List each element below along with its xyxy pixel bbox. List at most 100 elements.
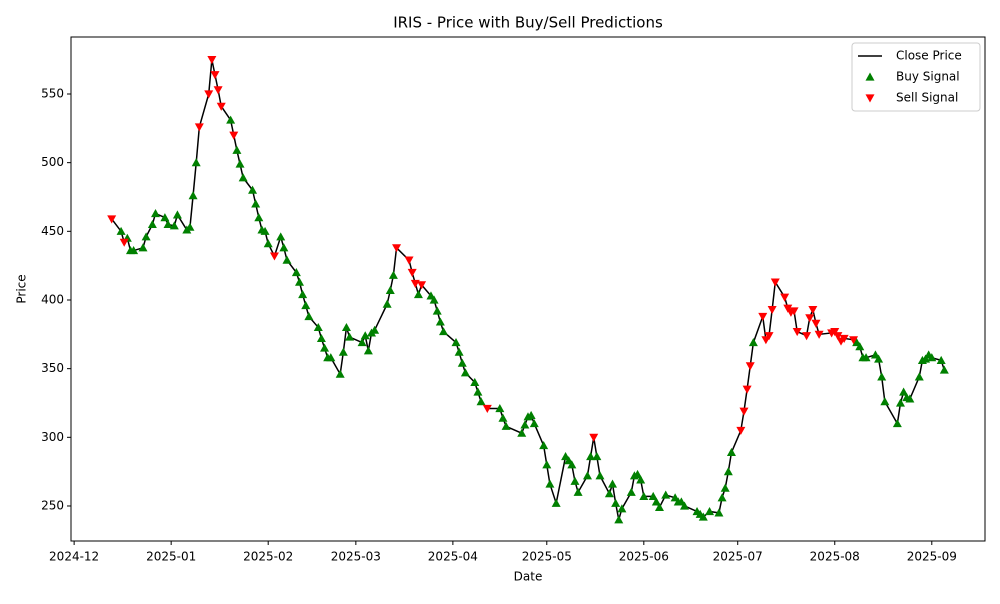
buy-marker	[877, 372, 887, 381]
sell-marker	[269, 252, 279, 261]
buy-marker	[470, 377, 480, 386]
sell-marker	[849, 336, 859, 345]
buy-marker	[617, 504, 627, 513]
buy-marker	[476, 397, 486, 406]
buy-marker	[151, 208, 161, 218]
sell-marker	[833, 332, 843, 341]
buy-marker	[608, 479, 618, 488]
y-tick-label: 350	[41, 361, 64, 375]
x-tick-label: 2025-03	[331, 550, 381, 564]
sell-marker	[119, 238, 129, 247]
buy-marker	[291, 268, 301, 277]
buy-marker	[116, 226, 126, 235]
buy-marker	[254, 213, 264, 222]
legend-label: Sell Signal	[896, 91, 958, 105]
sell-marker	[789, 307, 799, 316]
sell-marker	[194, 123, 204, 132]
buy-marker	[582, 471, 592, 480]
sell-marker	[805, 314, 815, 323]
x-tick-label: 2025-06	[619, 550, 669, 564]
buy-marker	[855, 342, 865, 351]
buy-marker	[529, 419, 539, 428]
buy-marker	[680, 501, 690, 510]
sell-marker	[811, 319, 821, 328]
x-tick-label: 2025-04	[428, 550, 478, 564]
buy-marker	[313, 322, 323, 332]
buy-marker	[238, 173, 248, 182]
buy-marker	[539, 441, 549, 450]
buy-marker	[636, 475, 646, 484]
buy-marker	[432, 306, 442, 315]
buy-marker	[899, 387, 909, 396]
buy-marker	[226, 115, 236, 124]
buy-marker	[473, 387, 483, 396]
buy-marker	[654, 502, 664, 511]
x-tick-label: 2025-02	[243, 550, 293, 564]
sell-marker	[808, 305, 818, 315]
buy-marker	[720, 483, 730, 492]
buy-marker	[251, 199, 261, 208]
buy-marker	[435, 317, 445, 326]
sell-marker	[417, 281, 427, 290]
buy-marker	[382, 299, 392, 308]
buy-marker	[861, 353, 871, 362]
buy-marker	[276, 232, 286, 241]
sell-marker	[839, 334, 849, 343]
buy-marker	[723, 467, 733, 476]
buy-marker	[874, 354, 884, 363]
buy-marker	[545, 479, 555, 488]
sell-marker	[589, 433, 599, 442]
sell-marker	[770, 278, 780, 287]
buy-marker	[363, 346, 373, 355]
buy-marker	[892, 419, 902, 428]
buy-marker	[320, 343, 330, 352]
buy-marker	[163, 219, 173, 229]
y-tick-label: 250	[41, 498, 64, 512]
buy-marker	[717, 493, 727, 502]
sell-marker	[802, 332, 812, 341]
plot-frame	[70, 36, 986, 542]
sell-marker	[792, 327, 802, 337]
buy-marker	[260, 226, 270, 235]
buy-marker	[147, 219, 157, 229]
sell-marker	[745, 362, 755, 371]
buy-marker	[936, 355, 946, 365]
buy-marker	[880, 397, 890, 406]
buy-marker	[191, 158, 201, 167]
buy-marker	[185, 222, 195, 231]
chart-title: IRIS - Price with Buy/Sell Predictions	[393, 14, 663, 32]
legend-box	[851, 42, 981, 112]
buy-marker	[438, 327, 448, 336]
buy-marker	[526, 410, 536, 419]
sell-marker	[213, 86, 223, 95]
buy-marker	[639, 491, 649, 500]
buy-marker	[388, 270, 398, 279]
buy-marker	[248, 185, 258, 194]
sell-marker	[404, 256, 414, 265]
buy-marker	[520, 420, 530, 429]
buy-marker	[905, 394, 915, 403]
y-tick-label: 550	[41, 86, 64, 100]
buy-marker	[517, 428, 527, 437]
sell-marker	[758, 312, 768, 321]
buy-marker	[460, 368, 470, 377]
buy-marker	[360, 331, 370, 340]
buy-marker	[651, 497, 661, 506]
buy-marker	[895, 398, 905, 407]
buy-marker	[542, 460, 552, 469]
buy-marker	[341, 322, 351, 332]
sell-marker	[107, 215, 117, 224]
buy-marker	[611, 498, 621, 507]
buy-marker	[714, 508, 724, 517]
buy-marker	[279, 243, 289, 252]
buy-marker	[567, 460, 577, 469]
legend-marker	[865, 72, 875, 81]
buy-marker	[138, 243, 148, 252]
buy-marker	[726, 447, 736, 457]
buy-marker	[316, 333, 326, 343]
buy-marker	[914, 372, 924, 381]
buy-marker	[370, 325, 380, 334]
buy-marker	[595, 471, 605, 480]
buy-marker	[592, 452, 602, 461]
